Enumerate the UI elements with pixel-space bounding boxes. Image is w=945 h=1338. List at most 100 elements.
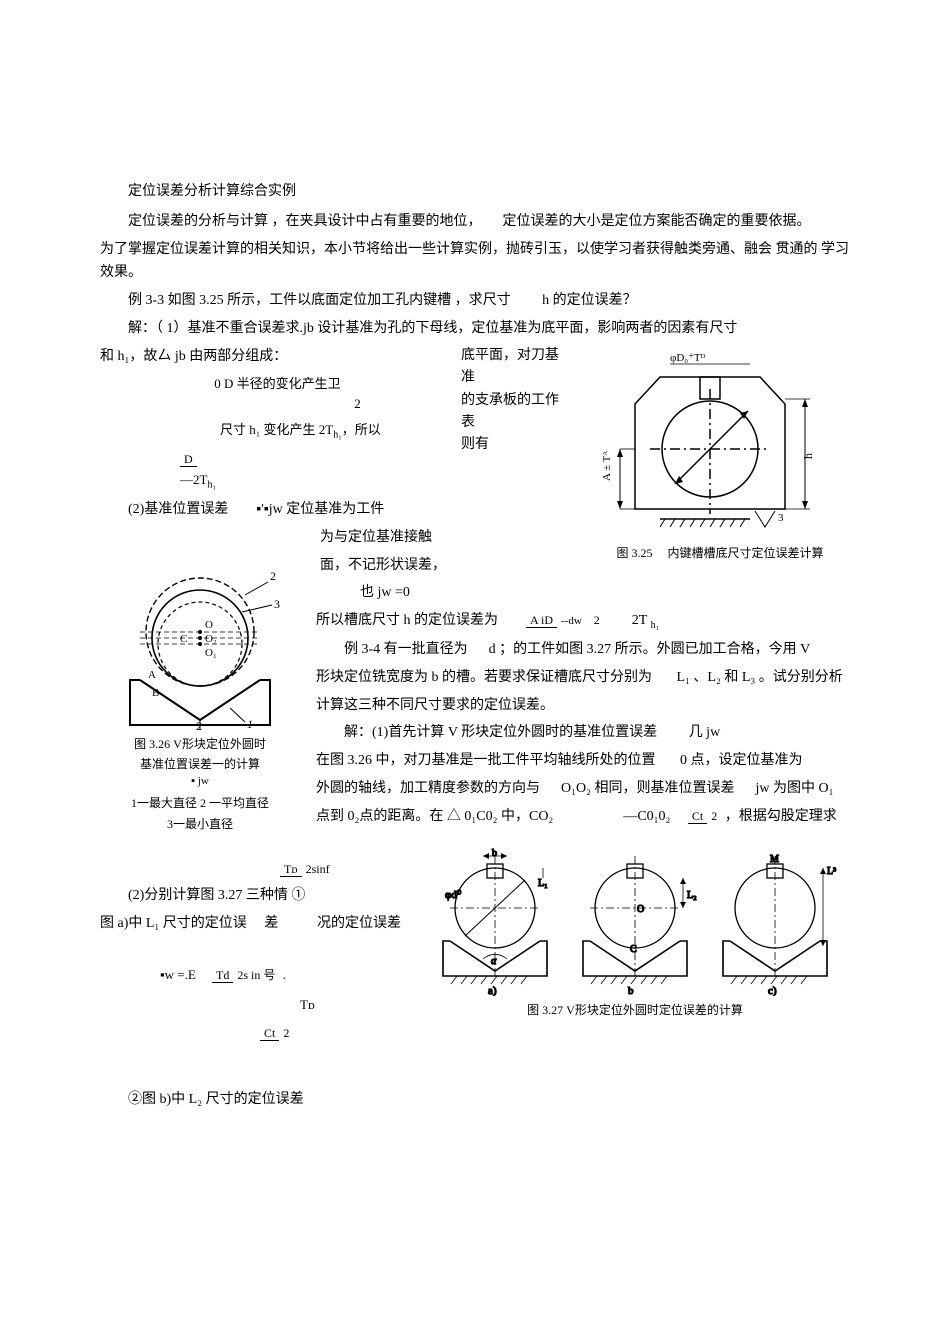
example-3-3: 例 3-3 如图 3.25 所示，工件以底面定位加工孔内键槽 ，求尺寸 h 的定…	[100, 289, 855, 313]
solution-1: 解：（ 1）基准不重合误差求.jb 设计基准为孔的下母线，定位基准为底平面，影响…	[100, 317, 855, 341]
fig327-alpha: α	[491, 956, 497, 967]
figure-3-26: 2 3 O C O₂ O₁ A B 1 2 图 3.26 V形块定位外圆时 基准…	[100, 560, 300, 834]
res-line-text: 所以槽底尺寸 h 的定位误差为	[316, 613, 498, 628]
fig325-tri-label: 3	[778, 512, 784, 524]
fig326-lbl-O2: O₂	[205, 633, 217, 645]
eq-ct: Ct2	[100, 1022, 855, 1044]
fig325-dim-top: φD₀⁺Tᴰ	[670, 352, 706, 364]
ex34-d: d ；的工件如图 3.27 所示。外圆已加工合格，今用 V	[489, 642, 811, 657]
eq-td-text: Tᴅ	[300, 997, 315, 1012]
fig327-C: C	[630, 944, 637, 955]
side-b: 的支承板的工作表	[461, 390, 571, 435]
fig326-cap2: 基准位置误差一的计算	[100, 754, 300, 774]
heading2-label: (2)基准位置误差	[128, 502, 228, 517]
eq-w-ft: Td	[212, 968, 233, 983]
fig327-caption: 图 3.27 V形块定位外圆时定位误差的计算	[415, 1000, 855, 1020]
fig325-dim-right: h	[801, 453, 815, 459]
fig326-lbl-C: C	[180, 633, 187, 645]
ex34-sol-end: 几 jw	[689, 725, 721, 740]
fig327-b: b	[492, 848, 497, 859]
frac-Td-top: Tᴅ	[280, 862, 302, 877]
fig325-text: 内键槽槽底尺寸定位误差计算	[668, 546, 824, 560]
fig327-a-label: a)	[488, 985, 497, 996]
caseA-text: 图 a)中 L₁ 尺寸的定位误	[100, 916, 247, 931]
fig326-lbl-O: O	[205, 619, 213, 631]
fig325-caption: 图 3.25 内键槽槽底尺寸定位误差计算	[585, 543, 855, 563]
text2a: ▪'▪jw 定位基准为工件	[256, 502, 384, 517]
side-a: 底平面，对刀基准	[461, 345, 571, 390]
side-c: 则有	[461, 434, 571, 456]
res-f1-bot: 2	[594, 613, 600, 627]
intro1b: 定位误差的大小是定位方案能否确定的重要依据。	[503, 214, 811, 229]
intro-line-2: 为了掌握定位误差计算的相关知识，本小节将给出一些计算实例，抛砖引玉，以使学习者获…	[100, 238, 855, 286]
eq-w-period: .	[283, 967, 286, 982]
m2a-sub: h₁	[333, 429, 342, 440]
ex33-label: 例 3-3 如图 3.25 所示，工件以底面定位加工孔内键槽 ，求尺寸	[128, 293, 511, 308]
ex34-p3c: ，根据勾股定理求	[725, 809, 837, 824]
fig326-lbl-1: 1	[247, 717, 253, 730]
eq-w-lhs: ▪w =.E	[160, 967, 196, 982]
eq-w-fb: 2s in 号	[233, 968, 279, 982]
fig326-cap1: 图 3.26 V形块定位外圆时	[100, 734, 300, 754]
ex34-c: L₁ 、L₂ 和 L₃ 。试分别分析	[677, 670, 843, 685]
ex34-sol: 解：(1)首先计算 V 形块定位外圆时的基准位置误差	[344, 725, 657, 740]
res-f1-top: A iD	[526, 613, 557, 628]
fig326-lbl-A: A	[148, 669, 156, 681]
ex34-p1b: 0 点，设定位基准为	[680, 753, 803, 768]
fig326-cap3: 1一最大直径 2 一平均直径	[100, 793, 300, 813]
fig327-c-label: c)	[768, 985, 777, 996]
fig326-lbl-2a: 2	[270, 569, 276, 583]
fig326-cap2-text: 基准位置误差一的计算	[140, 757, 260, 771]
ex34-p2b: O₁O₂ 相同，则基准位置误差	[561, 781, 734, 796]
eq-ct-bot: 2	[279, 1026, 293, 1040]
fig327-phi: φd⁰	[445, 889, 462, 901]
figure-3-25: φD₀⁺Tᴰ A ± Tᴬ h 3 图 3.25 内键槽槽底尺寸定位误差计算	[585, 349, 855, 563]
fig327-M: M	[770, 854, 779, 865]
side-text: 底平面，对刀基准 的支承板的工作表 则有	[461, 345, 571, 457]
res-f1-sub: --dw	[561, 615, 582, 627]
res-f2: 2T	[632, 613, 647, 628]
fig326-cap2-sub: ▪ jw	[100, 772, 300, 791]
intro1a: 定位误差的分析与计算 ，在夹具设计中占有重要的地位，	[128, 214, 482, 229]
ex34-b: 形块定位铣宽度为 b 的槽。若要求保证槽底尺寸分别为	[316, 670, 652, 685]
fig327-O: O	[637, 904, 644, 915]
caseA-end: 差	[264, 916, 278, 931]
case2-end: 况的定位误差	[317, 912, 401, 936]
frac-D-top: D	[180, 452, 197, 467]
page: 定位误差分析计算综合实例 定位误差的分析与计算 ，在夹具设计中占有重要的地位， …	[0, 0, 945, 1176]
ex34-p2a: 外圆的轴线，加工精度参数的方向与	[316, 781, 540, 796]
ex34-p3a: 点到 0₂点的距离。在 △ 0₁C0₂ 中，CO₂	[316, 809, 553, 824]
m1b: 2	[354, 396, 361, 411]
ex34-a: 例 3-4 有一批直径为	[344, 642, 468, 657]
frac-D-sub: h₁	[207, 480, 216, 491]
ex34-p3-fb: 2	[707, 809, 721, 823]
fig326-cap4: 3一最小直径	[100, 814, 300, 834]
m2a-end: ，所以	[342, 422, 381, 437]
case2-text: (2)分别计算图 3.27 三种情 ①	[128, 888, 305, 903]
res-f2-sub: h₁	[651, 620, 660, 631]
ex34-p2c: jw 为图中 O₁	[755, 781, 833, 796]
intro-line-1: 定位误差的分析与计算 ，在夹具设计中占有重要的地位， 定位误差的大小是定位方案能…	[100, 210, 855, 234]
fig326-lbl-2b: 2	[196, 719, 202, 730]
m2a: 尺寸 h₁ 变化产生 2T	[220, 422, 333, 437]
fig326-lbl-3a: 3	[274, 597, 280, 611]
m1: 0 D 半径的变化产生卫	[214, 376, 340, 391]
frac-Td-bot: 2sinf	[302, 862, 334, 876]
title: 定位误差分析计算综合实例	[100, 180, 855, 204]
fig326-lbl-O1: O₁	[205, 647, 217, 659]
fig327-b-label: b	[628, 985, 634, 996]
fig327-L1: L₁	[538, 878, 548, 889]
figure-3-27: b φd⁰ L₁ α a)	[415, 846, 855, 1020]
fig326-lbl-B: B	[152, 687, 159, 699]
case-b: ②图 b)中 L₂ 尺寸的定位误差	[100, 1088, 855, 1112]
fig327-L3: L³	[827, 866, 836, 877]
fig325-number: 图 3.25	[616, 546, 652, 560]
ex34-p1a: 在图 3.26 中，对刀基准是一批工件平均轴线所处的位置	[316, 753, 656, 768]
eq-ct-top: Ct	[260, 1026, 279, 1041]
fig327-L2: L₂	[687, 890, 697, 901]
fig325-dim-left: A ± Tᴬ	[601, 450, 613, 480]
ex34-p3-ft: Ct	[688, 809, 707, 824]
ex34-p3b: —C0₁0₂	[623, 809, 670, 824]
frac-D-pre: —2T	[180, 472, 207, 487]
ex33-h: h 的定位误差？	[542, 293, 637, 308]
